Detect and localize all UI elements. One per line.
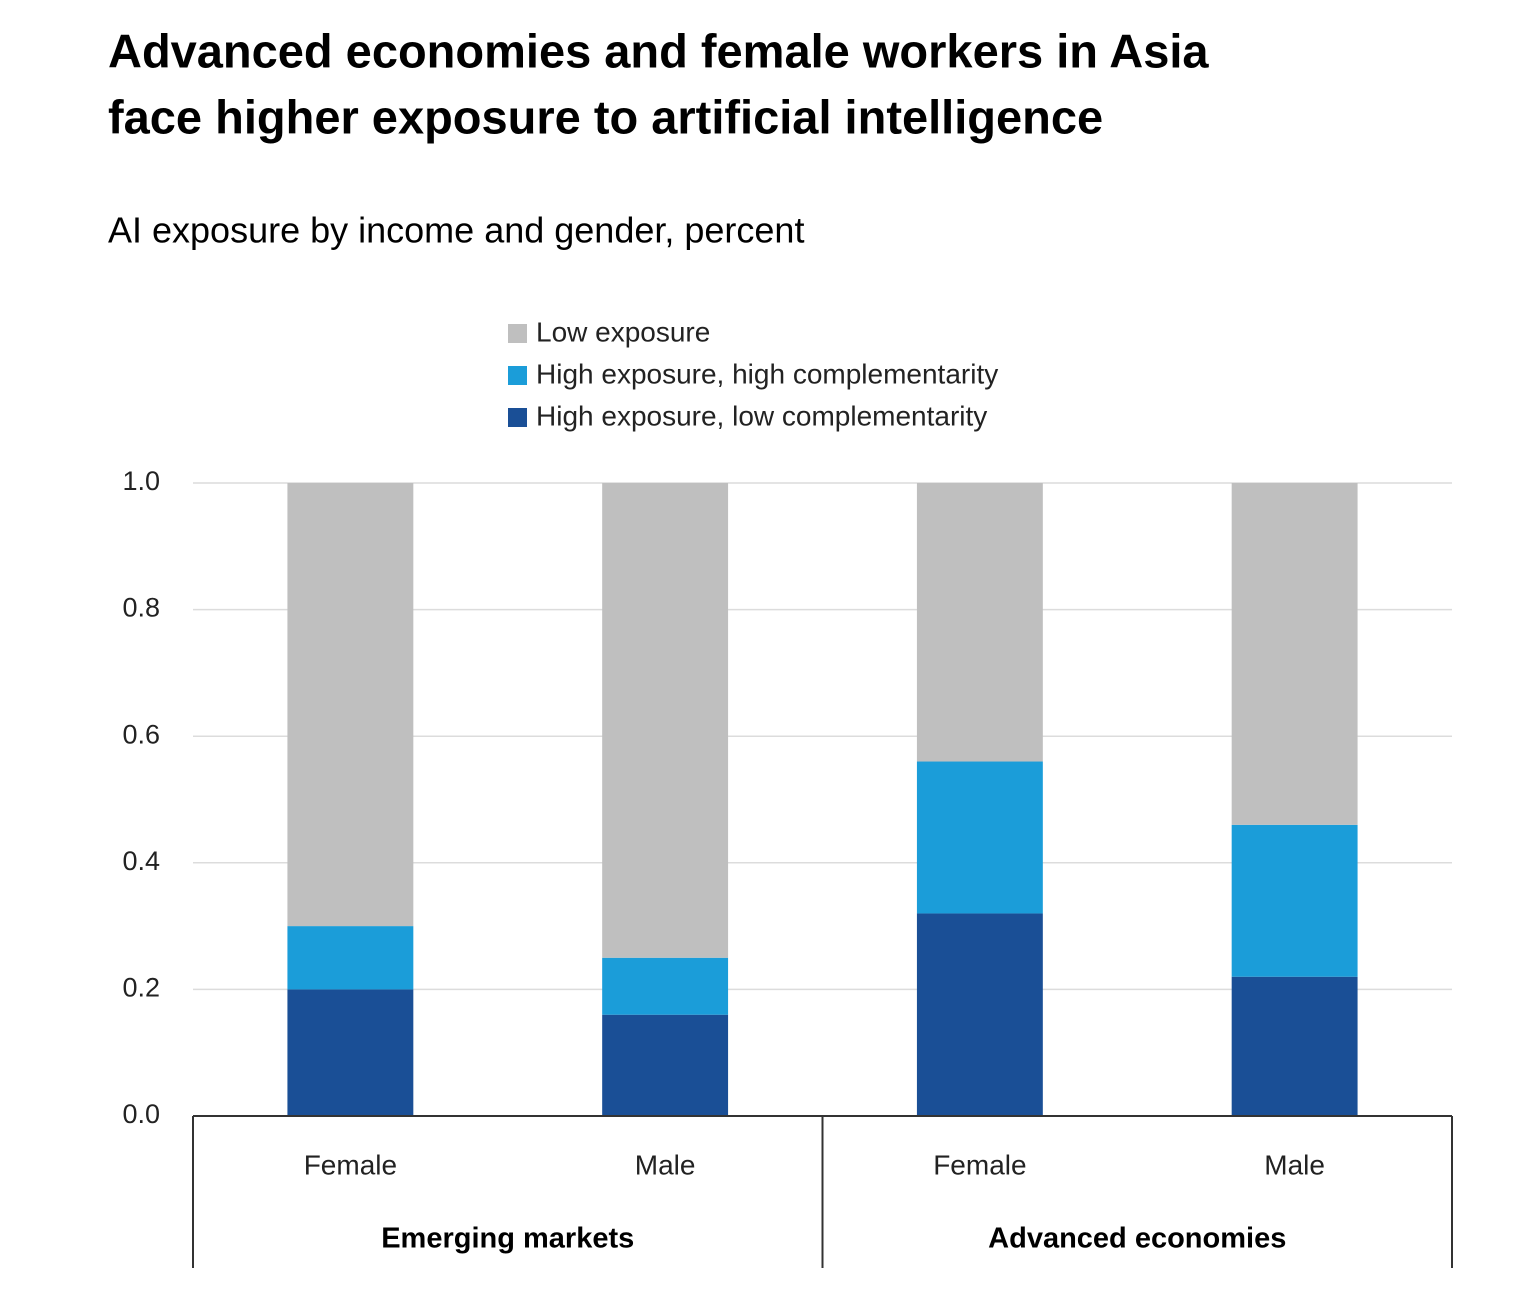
y-tick-label: 1.0: [122, 466, 160, 496]
bar-segment: [1231, 976, 1358, 1116]
legend-swatch: [508, 408, 527, 427]
x-tick-label: Female: [304, 1149, 397, 1180]
legend-swatch: [508, 366, 527, 385]
legend-label: High exposure, low complementarity: [536, 400, 987, 431]
y-tick-label: 0.2: [122, 973, 160, 1003]
x-tick-label: Male: [1264, 1149, 1325, 1180]
bar-segment: [916, 761, 1043, 914]
bar-segment: [602, 957, 729, 1015]
legend-swatch: [508, 324, 527, 343]
y-tick-label: 0.0: [122, 1099, 160, 1129]
bar-segment: [602, 483, 729, 958]
bar-segment: [916, 913, 1043, 1116]
y-tick-label: 0.8: [122, 593, 160, 623]
legend-label: High exposure, high complementarity: [536, 358, 998, 389]
chart-title: face higher exposure to artificial intel…: [108, 90, 1103, 143]
bar-segment: [602, 1014, 729, 1116]
group-label: Emerging markets: [381, 1223, 634, 1255]
legend-label: Low exposure: [536, 316, 710, 347]
bar-segment: [1231, 824, 1358, 977]
bar-segment: [916, 483, 1043, 762]
y-tick-label: 0.6: [122, 719, 160, 749]
x-tick-label: Female: [933, 1149, 1026, 1180]
group-label: Advanced economies: [988, 1223, 1286, 1255]
chart-title: Advanced economies and female workers in…: [108, 24, 1209, 77]
y-tick-label: 0.4: [122, 846, 160, 876]
bar-segment: [1231, 483, 1358, 825]
bar-segment: [287, 483, 414, 927]
bar-segment: [287, 989, 414, 1116]
x-tick-label: Male: [635, 1149, 696, 1180]
chart-subtitle: AI exposure by income and gender, percen…: [108, 210, 804, 251]
bar-segment: [287, 926, 414, 990]
